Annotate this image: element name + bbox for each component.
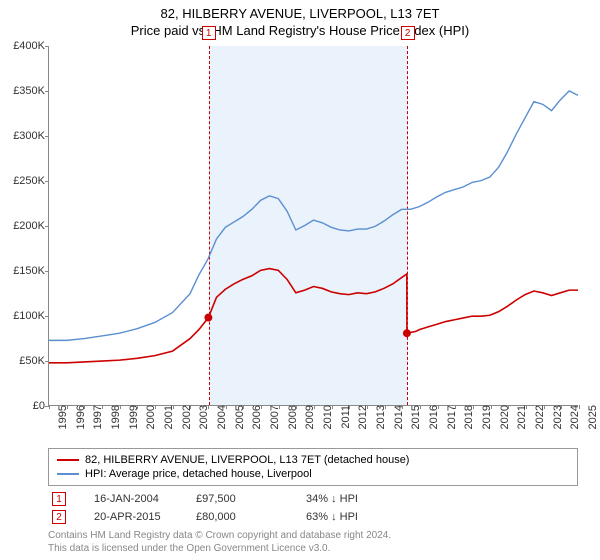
- title-block: 82, HILBERRY AVENUE, LIVERPOOL, L13 7ET …: [0, 0, 600, 38]
- legend-box: 82, HILBERRY AVENUE, LIVERPOOL, L13 7ET …: [48, 448, 578, 486]
- y-tick-label: £0: [1, 400, 45, 412]
- y-tick-label: £50K: [1, 355, 45, 367]
- sales-delta-2: 63% ↓ HPI: [306, 511, 426, 523]
- y-tick-label: £150K: [1, 265, 45, 277]
- sales-marker-1: 1: [52, 492, 66, 506]
- y-tick-label: £400K: [1, 40, 45, 52]
- sale-dot: [403, 329, 411, 337]
- chart-container: 82, HILBERRY AVENUE, LIVERPOOL, L13 7ET …: [0, 0, 600, 560]
- title-line2: Price paid vs. HM Land Registry's House …: [0, 23, 600, 38]
- sales-price-2: £80,000: [196, 511, 306, 523]
- chart-marker-1: 1: [202, 26, 216, 40]
- legend-row-property: 82, HILBERRY AVENUE, LIVERPOOL, L13 7ET …: [57, 453, 569, 467]
- legend-label-property: 82, HILBERRY AVENUE, LIVERPOOL, L13 7ET …: [85, 454, 409, 466]
- chart-svg: [49, 46, 578, 405]
- footnote: Contains HM Land Registry data © Crown c…: [48, 530, 578, 555]
- footnote-line1: Contains HM Land Registry data © Crown c…: [48, 530, 578, 543]
- sales-row-1: 1 16-JAN-2004 £97,500 34% ↓ HPI: [48, 490, 578, 508]
- y-tick-label: £200K: [1, 220, 45, 232]
- sales-date-1: 16-JAN-2004: [66, 493, 196, 505]
- sale-dot: [204, 314, 212, 322]
- legend-label-hpi: HPI: Average price, detached house, Live…: [85, 468, 312, 480]
- y-tick-label: £250K: [1, 175, 45, 187]
- sales-delta-1: 34% ↓ HPI: [306, 493, 426, 505]
- chart-marker-2: 2: [401, 26, 415, 40]
- sales-marker-2: 2: [52, 510, 66, 524]
- y-tick-label: £100K: [1, 310, 45, 322]
- legend-swatch-property: [57, 459, 79, 461]
- title-line1: 82, HILBERRY AVENUE, LIVERPOOL, L13 7ET: [0, 6, 600, 21]
- x-tick-label: 2025: [587, 405, 599, 429]
- legend-row-hpi: HPI: Average price, detached house, Live…: [57, 467, 569, 481]
- sales-row-2: 2 20-APR-2015 £80,000 63% ↓ HPI: [48, 508, 578, 526]
- y-tick-label: £350K: [1, 85, 45, 97]
- sales-table: 1 16-JAN-2004 £97,500 34% ↓ HPI 2 20-APR…: [48, 490, 578, 526]
- sales-date-2: 20-APR-2015: [66, 511, 196, 523]
- legend-swatch-hpi: [57, 473, 79, 475]
- sales-price-1: £97,500: [196, 493, 306, 505]
- chart-plot-area: 12 £0£50K£100K£150K£200K£250K£300K£350K£…: [48, 46, 578, 406]
- footnote-line2: This data is licensed under the Open Gov…: [48, 543, 578, 556]
- y-tick-label: £300K: [1, 130, 45, 142]
